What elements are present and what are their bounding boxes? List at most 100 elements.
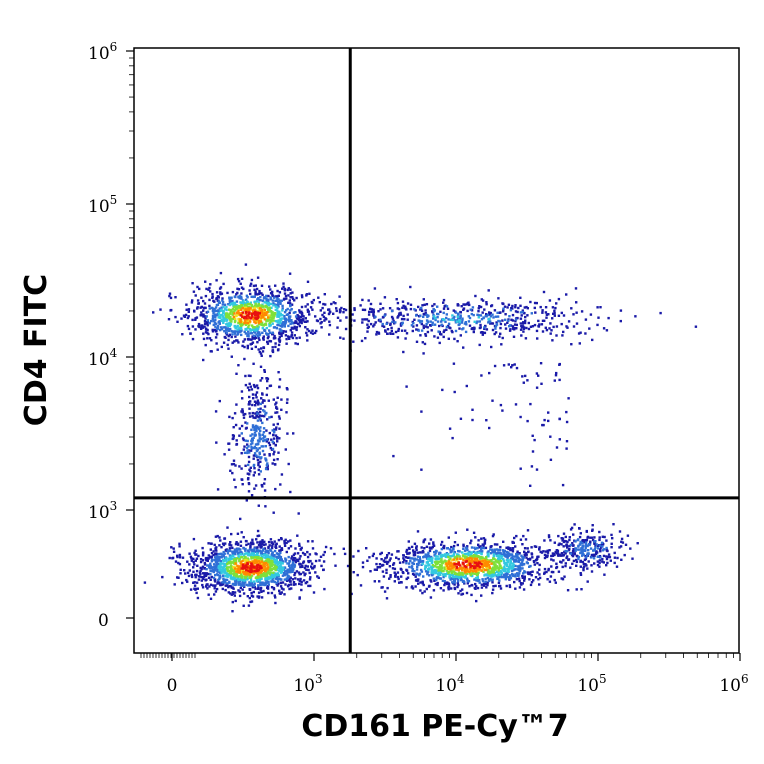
event-dot [248, 412, 251, 415]
event-dot [232, 315, 235, 319]
event-dot [219, 271, 223, 275]
event-dot [481, 556, 484, 559]
event-dot [249, 600, 252, 604]
event-dot [496, 315, 500, 318]
event-dot [511, 307, 514, 310]
event-dot [251, 411, 254, 415]
event-dot [255, 579, 258, 583]
event-dot [520, 554, 523, 557]
event-dot [207, 576, 211, 579]
event-dot [441, 579, 445, 582]
event-dot [208, 298, 211, 302]
event-dot [415, 572, 418, 575]
event-dot [579, 331, 582, 334]
event-dot [256, 299, 259, 303]
event-dot [499, 311, 502, 314]
event-dot [516, 310, 519, 314]
event-dot [422, 575, 425, 578]
event-dot [396, 575, 400, 579]
event-dot [206, 324, 209, 327]
event-dot [549, 575, 553, 578]
event-dot [238, 594, 242, 598]
event-dot [295, 326, 298, 329]
event-dot [241, 559, 244, 563]
event-dot [186, 560, 189, 563]
event-dot [280, 330, 283, 333]
event-dot [239, 517, 242, 521]
event-dot [434, 582, 437, 586]
event-dot [477, 571, 480, 574]
event-dot [400, 329, 404, 332]
event-dot [562, 545, 565, 548]
event-dot [243, 552, 246, 555]
event-dot [278, 417, 281, 420]
event-dot [237, 321, 240, 325]
event-dot [264, 505, 267, 508]
event-dot [603, 535, 606, 539]
event-dot [274, 487, 277, 491]
event-dot [304, 581, 307, 585]
event-dot [306, 339, 309, 342]
event-dot [471, 418, 474, 422]
event-dot [250, 552, 254, 555]
event-dot [461, 592, 465, 596]
event-dot [402, 561, 405, 564]
event-dot [548, 549, 551, 552]
event-dot [244, 332, 248, 335]
event-dot [244, 580, 247, 584]
event-dot [268, 331, 272, 334]
event-dot [442, 569, 445, 573]
event-dot [279, 551, 282, 554]
event-dot [243, 357, 246, 361]
event-dot [261, 582, 264, 585]
event-dot [249, 400, 252, 403]
event-dot [214, 590, 218, 593]
event-dot [255, 413, 259, 417]
event-dot [514, 568, 517, 571]
event-dot [265, 299, 268, 302]
event-dot [234, 423, 238, 427]
event-dot [464, 321, 467, 324]
event-dot [431, 321, 434, 324]
event-dot [222, 341, 226, 344]
event-dot [237, 319, 241, 322]
event-dot [322, 560, 326, 563]
event-dot [413, 570, 416, 573]
event-dot [298, 579, 301, 583]
event-dot [558, 438, 561, 441]
event-dot [553, 314, 556, 317]
event-dot [232, 311, 235, 314]
event-dot [608, 555, 612, 559]
event-dot [416, 551, 419, 554]
event-dot [464, 546, 468, 549]
event-dot [258, 289, 261, 293]
event-dot [433, 335, 436, 338]
event-dot [247, 572, 250, 575]
event-dot [432, 317, 435, 320]
event-dot [291, 336, 295, 340]
event-dot [268, 562, 271, 566]
event-dot [456, 585, 459, 589]
event-dot [274, 577, 277, 580]
event-dot [251, 309, 255, 313]
event-dot [570, 343, 573, 346]
event-dot [419, 321, 422, 324]
event-dot [263, 301, 266, 304]
event-dot [529, 583, 533, 587]
event-dot [476, 586, 480, 590]
event-dot [251, 393, 255, 396]
event-dot [400, 317, 404, 321]
event-dot [406, 556, 409, 559]
event-dot [272, 304, 275, 307]
event-dot [257, 427, 261, 431]
event-dot [217, 312, 221, 315]
event-dot [369, 302, 373, 306]
event-dot [195, 591, 198, 595]
event-dot [486, 555, 489, 558]
event-dot [266, 311, 269, 314]
event-dot [191, 282, 194, 285]
event-dot [246, 439, 249, 443]
event-dot [500, 553, 503, 557]
event-dot [190, 557, 193, 560]
event-dot [507, 318, 510, 321]
